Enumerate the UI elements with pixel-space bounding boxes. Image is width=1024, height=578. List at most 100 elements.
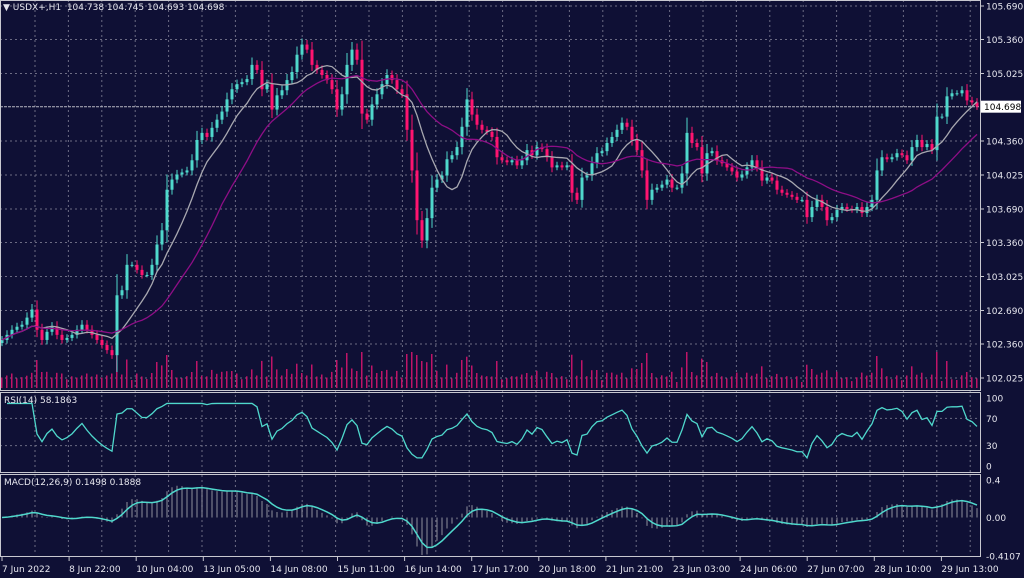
candle-bear	[335, 89, 339, 110]
pane-frame	[0, 392, 981, 473]
volume-bar	[26, 375, 28, 388]
volume-bar	[176, 377, 178, 388]
volume-bar	[351, 368, 353, 388]
candle-bear	[255, 64, 259, 70]
volume-bar	[626, 378, 628, 388]
candle-bear	[805, 199, 809, 218]
volume-bar	[96, 374, 98, 388]
volume-bar	[236, 373, 238, 388]
volume-bar	[511, 376, 513, 388]
volume-bar	[16, 378, 18, 388]
volume-bar	[811, 369, 813, 388]
volume-bar	[486, 376, 488, 388]
candle-bear	[570, 165, 574, 193]
candle-bull	[20, 324, 24, 327]
candle-bull	[710, 151, 714, 154]
candle-bull	[430, 187, 434, 219]
volume-bar	[911, 366, 913, 388]
volume-bar	[861, 372, 863, 388]
volume-bar	[301, 373, 303, 388]
candle-bull	[855, 206, 859, 211]
open-value: 104.738	[66, 3, 105, 13]
time-tick-label: 17 Jun 17:00	[472, 565, 529, 575]
volume-bar	[21, 377, 23, 388]
candle-bear	[310, 49, 314, 65]
volume-bar	[581, 360, 583, 388]
candle-bear	[515, 160, 519, 166]
volume-bar	[371, 365, 373, 388]
candle-bear	[270, 84, 274, 110]
candle-bear	[575, 192, 579, 200]
volume-bar	[641, 363, 643, 388]
candle-bear	[360, 59, 364, 114]
candle-bull	[295, 54, 299, 72]
volume-bar	[926, 379, 928, 388]
current-price-box	[981, 100, 1021, 113]
volume-bar	[676, 382, 678, 388]
volume-bar	[456, 372, 458, 388]
volume-bar	[356, 371, 358, 388]
candle-bull	[890, 157, 894, 160]
volume-bar	[251, 369, 253, 388]
candle-bull	[240, 82, 244, 85]
volume-bar	[406, 354, 408, 388]
volume-bar	[376, 373, 378, 388]
volume-bar	[701, 358, 703, 388]
candle-bear	[885, 157, 889, 160]
candle-bull	[925, 144, 929, 148]
volume-bar	[661, 375, 663, 388]
candle-bear	[325, 75, 329, 81]
volume-bar	[596, 370, 598, 388]
volume-bar	[771, 376, 773, 388]
volume-bar	[461, 360, 463, 388]
volume-bar	[391, 376, 393, 388]
candle-bull	[425, 218, 429, 241]
candle-bear	[140, 269, 144, 275]
volume-bar	[746, 372, 748, 388]
candle-bear	[420, 220, 424, 241]
volume-bar	[401, 377, 403, 388]
candle-bull	[535, 147, 539, 156]
candle-bear	[395, 80, 399, 90]
rsi-tick-label: 30	[986, 442, 998, 452]
volume-bar	[51, 377, 53, 388]
volume-bar	[471, 365, 473, 388]
candle-bull	[375, 94, 379, 105]
volume-bar	[86, 373, 88, 388]
volume-bar	[881, 368, 883, 388]
moving-average-slow	[1, 74, 978, 341]
candle-bear	[900, 153, 904, 156]
pane-frame	[0, 474, 981, 557]
volume-bar	[221, 371, 223, 388]
volume-bar	[886, 376, 888, 388]
volume-bar	[751, 375, 753, 388]
volume-bar	[866, 375, 868, 388]
candle-bull	[915, 139, 919, 148]
volume-bar	[136, 373, 138, 388]
price-tick-label: 102.360	[986, 340, 1023, 350]
volume-bar	[531, 375, 533, 388]
candle-bull	[170, 179, 174, 190]
volume-bar	[76, 377, 78, 388]
candle-bull	[165, 189, 169, 231]
candle-bull	[450, 155, 454, 160]
volume-bar	[431, 354, 433, 388]
moving-averages	[1, 64, 978, 341]
volume-bar	[466, 356, 468, 388]
candle-bear	[965, 90, 969, 101]
time-tick-label: 23 Jun 03:00	[673, 565, 730, 575]
volume-bar	[506, 378, 508, 388]
candle-bull	[585, 175, 589, 178]
volume-bar	[396, 370, 398, 388]
pane-frame	[0, 0, 981, 391]
time-tick-label: 15 Jun 11:00	[338, 565, 395, 575]
axes: 105.690 105.360 105.025 104.698 104.360 104.0…	[1, 3, 1023, 575]
volume-bar	[846, 377, 848, 388]
volume-bar	[826, 370, 828, 388]
collapse-triangle-icon[interactable]: ▼	[3, 3, 13, 13]
volume-bar	[476, 373, 478, 388]
volume-bar	[821, 372, 823, 388]
candle-bear	[110, 350, 114, 356]
macd-main-value: 0.1498	[75, 478, 107, 488]
